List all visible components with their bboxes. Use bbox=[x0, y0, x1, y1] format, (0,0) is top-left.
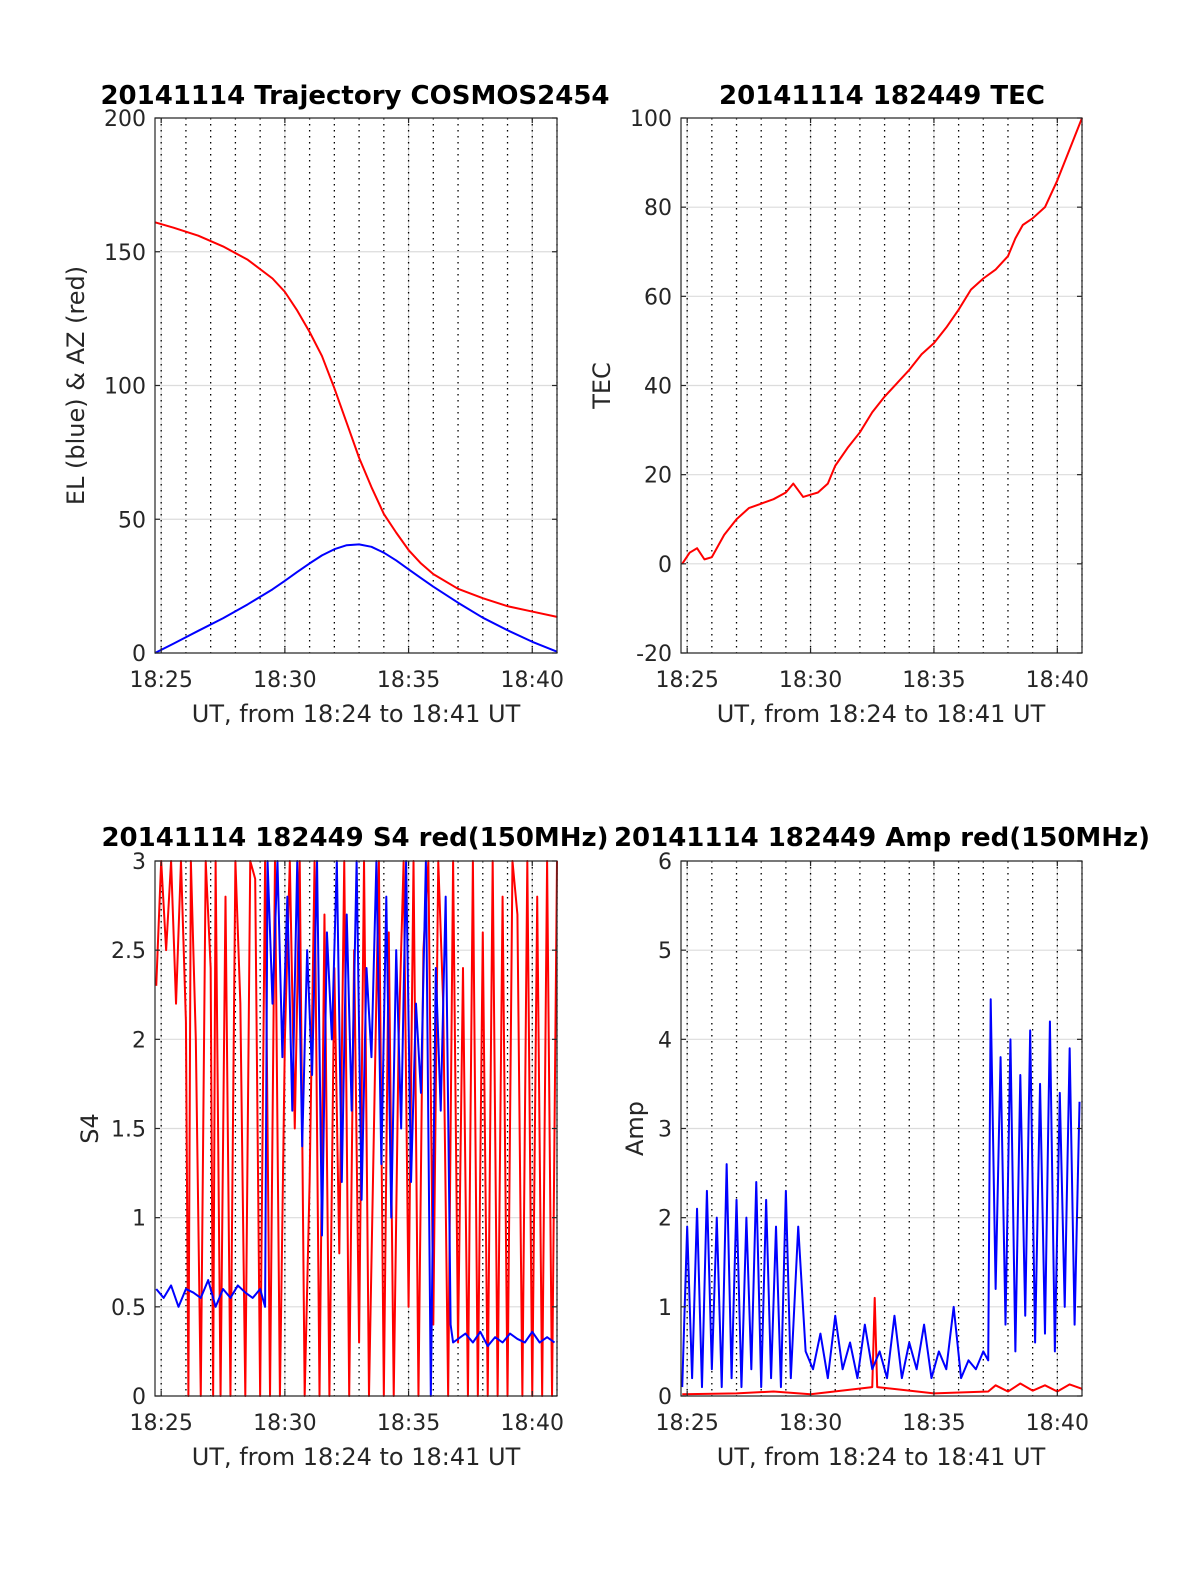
y-tick-label: 40 bbox=[644, 375, 672, 400]
panel-title: 20141114 182449 S4 red(150MHz) bbox=[101, 823, 608, 853]
y-tick-label: 1 bbox=[132, 1207, 146, 1232]
x-axis-label: UT, from 18:24 to 18:41 UT bbox=[192, 700, 521, 728]
x-tick-label: 18:35 bbox=[902, 668, 965, 693]
y-axis-label: EL (blue) & AZ (red) bbox=[62, 266, 90, 505]
x-tick-label: 18:25 bbox=[129, 1411, 192, 1436]
ticks: 18:25 18:30 18:35 18:40 0 1 2 3 4 5 6 bbox=[655, 850, 1089, 1436]
y-tick-label: 0 bbox=[658, 1385, 672, 1410]
series-line bbox=[155, 860, 558, 1397]
y-tick-label: 5 bbox=[658, 939, 672, 964]
series-line bbox=[682, 1296, 1083, 1396]
y-tick-label: 0 bbox=[658, 553, 672, 578]
y-tick-label: 20 bbox=[644, 464, 672, 489]
y-tick-label: 6 bbox=[658, 850, 672, 875]
series-group bbox=[681, 117, 1083, 565]
y-tick-label: 3 bbox=[132, 850, 146, 875]
series-line bbox=[154, 543, 558, 654]
x-tick-label: 18:40 bbox=[1026, 1411, 1089, 1436]
y-tick-label: 2.5 bbox=[111, 939, 146, 964]
x-tick-label: 18:30 bbox=[779, 668, 842, 693]
panel-s4: 20141114 182449 S4 red(150MHz) 18:25 18:3… bbox=[76, 823, 609, 1471]
y-tick-label: -20 bbox=[636, 642, 672, 667]
series-group bbox=[154, 221, 558, 654]
panel-title: 20141114 Trajectory COSMOS2454 bbox=[100, 81, 609, 111]
y-tick-label: 2 bbox=[658, 1207, 672, 1232]
y-tick-label: 3 bbox=[658, 1118, 672, 1143]
x-tick-label: 18:40 bbox=[501, 1411, 564, 1436]
y-tick-label: 200 bbox=[104, 107, 146, 132]
y-tick-label: 1 bbox=[658, 1296, 672, 1321]
y-axis-label: Amp bbox=[621, 1101, 649, 1156]
x-tick-label: 18:40 bbox=[501, 668, 564, 693]
y-tick-label: 0.5 bbox=[111, 1296, 146, 1321]
x-tick-label: 18:30 bbox=[253, 668, 316, 693]
panel-trajectory: 20141114 Trajectory COSMOS2454 18:25 18:3… bbox=[62, 81, 610, 728]
y-tick-label: 100 bbox=[104, 375, 146, 400]
x-tick-label: 18:35 bbox=[377, 668, 440, 693]
x-tick-label: 18:25 bbox=[129, 668, 192, 693]
panel-title: 20141114 182449 Amp red(150MHz) bbox=[614, 823, 1150, 853]
x-tick-label: 18:30 bbox=[253, 1411, 316, 1436]
y-tick-label: 0 bbox=[132, 1385, 146, 1410]
x-tick-label: 18:25 bbox=[655, 668, 718, 693]
y-tick-label: 1.5 bbox=[111, 1118, 146, 1143]
x-tick-label: 18:35 bbox=[377, 1411, 440, 1436]
x-tick-label: 18:30 bbox=[779, 1411, 842, 1436]
y-tick-label: 80 bbox=[644, 196, 672, 221]
panel-amp: 20141114 182449 Amp red(150MHz) 18:25 18:… bbox=[614, 823, 1150, 1471]
y-axis-label: S4 bbox=[76, 1113, 104, 1144]
panel-title: 20141114 182449 TEC bbox=[719, 81, 1045, 111]
series-line bbox=[681, 998, 1081, 1389]
series-line bbox=[154, 221, 558, 618]
ticks: 18:25 18:30 18:35 18:40 -20 0 20 40 60 80 100 bbox=[630, 107, 1089, 693]
x-axis-label: UT, from 18:24 to 18:41 UT bbox=[717, 700, 1046, 728]
y-tick-label: 100 bbox=[630, 107, 672, 132]
panel-tec: 20141114 182449 TEC 18:25 18:30 18:35 18:40… bbox=[588, 81, 1089, 728]
x-tick-label: 18:35 bbox=[902, 1411, 965, 1436]
x-axis-label: UT, from 18:24 to 18:41 UT bbox=[717, 1443, 1046, 1471]
x-tick-label: 18:25 bbox=[655, 1411, 718, 1436]
y-tick-label: 4 bbox=[658, 1028, 672, 1053]
x-axis-label: UT, from 18:24 to 18:41 UT bbox=[192, 1443, 521, 1471]
ticks: 18:25 18:30 18:35 18:40 0 0.5 1 1.5 2 2.5 3 bbox=[111, 850, 564, 1436]
y-tick-label: 150 bbox=[104, 241, 146, 266]
series-line bbox=[681, 117, 1083, 565]
series-group bbox=[681, 998, 1083, 1396]
y-axis-label: TEC bbox=[588, 362, 616, 410]
ticks: 18:25 18:30 18:35 18:40 0 50 100 150 200 bbox=[104, 107, 564, 693]
x-tick-label: 18:40 bbox=[1026, 668, 1089, 693]
y-tick-label: 60 bbox=[644, 285, 672, 310]
y-tick-label: 2 bbox=[132, 1028, 146, 1053]
y-tick-label: 50 bbox=[118, 508, 146, 533]
y-tick-label: 0 bbox=[132, 642, 146, 667]
